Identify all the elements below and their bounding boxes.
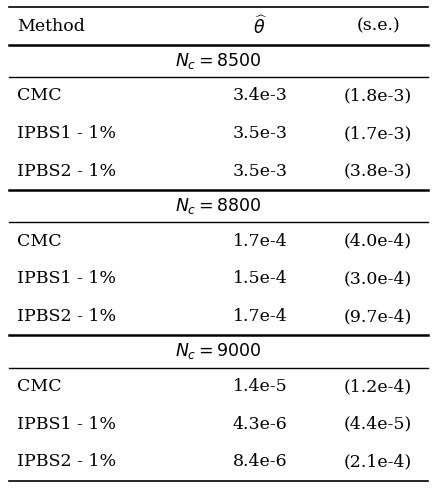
- Text: (1.8e-3): (1.8e-3): [344, 87, 412, 104]
- Text: IPBS1 - 1%: IPBS1 - 1%: [17, 125, 117, 142]
- Text: CMC: CMC: [17, 87, 62, 104]
- Text: (s.e.): (s.e.): [356, 18, 400, 35]
- Text: CMC: CMC: [17, 233, 62, 250]
- Text: 4.3e-6: 4.3e-6: [232, 416, 288, 432]
- Text: 1.5e-4: 1.5e-4: [232, 270, 288, 287]
- Text: (2.1e-4): (2.1e-4): [344, 453, 412, 470]
- Text: $\widehat{\theta}$: $\widehat{\theta}$: [253, 15, 267, 38]
- Text: 3.5e-3: 3.5e-3: [232, 125, 288, 142]
- Text: 3.4e-3: 3.4e-3: [232, 87, 288, 104]
- Text: (4.0e-4): (4.0e-4): [344, 233, 412, 250]
- Text: 8.4e-6: 8.4e-6: [232, 453, 288, 470]
- Text: IPBS2 - 1%: IPBS2 - 1%: [17, 308, 117, 325]
- Text: (9.7e-4): (9.7e-4): [344, 308, 412, 325]
- Text: 1.4e-5: 1.4e-5: [232, 378, 288, 395]
- Text: Method: Method: [17, 18, 85, 35]
- Text: 1.7e-4: 1.7e-4: [232, 308, 288, 325]
- Text: (3.8e-3): (3.8e-3): [344, 163, 412, 180]
- Text: $N_c = 9000$: $N_c = 9000$: [175, 342, 262, 362]
- Text: (1.7e-3): (1.7e-3): [344, 125, 412, 142]
- Text: (1.2e-4): (1.2e-4): [344, 378, 412, 395]
- Text: IPBS2 - 1%: IPBS2 - 1%: [17, 163, 117, 180]
- Text: $N_c = 8800$: $N_c = 8800$: [175, 196, 262, 216]
- Text: 3.5e-3: 3.5e-3: [232, 163, 288, 180]
- Text: (3.0e-4): (3.0e-4): [344, 270, 412, 287]
- Text: IPBS1 - 1%: IPBS1 - 1%: [17, 416, 117, 432]
- Text: $N_c = 8500$: $N_c = 8500$: [175, 51, 262, 71]
- Text: IPBS2 - 1%: IPBS2 - 1%: [17, 453, 117, 470]
- Text: CMC: CMC: [17, 378, 62, 395]
- Text: (4.4e-5): (4.4e-5): [344, 416, 412, 432]
- Text: 1.7e-4: 1.7e-4: [232, 233, 288, 250]
- Text: IPBS1 - 1%: IPBS1 - 1%: [17, 270, 117, 287]
